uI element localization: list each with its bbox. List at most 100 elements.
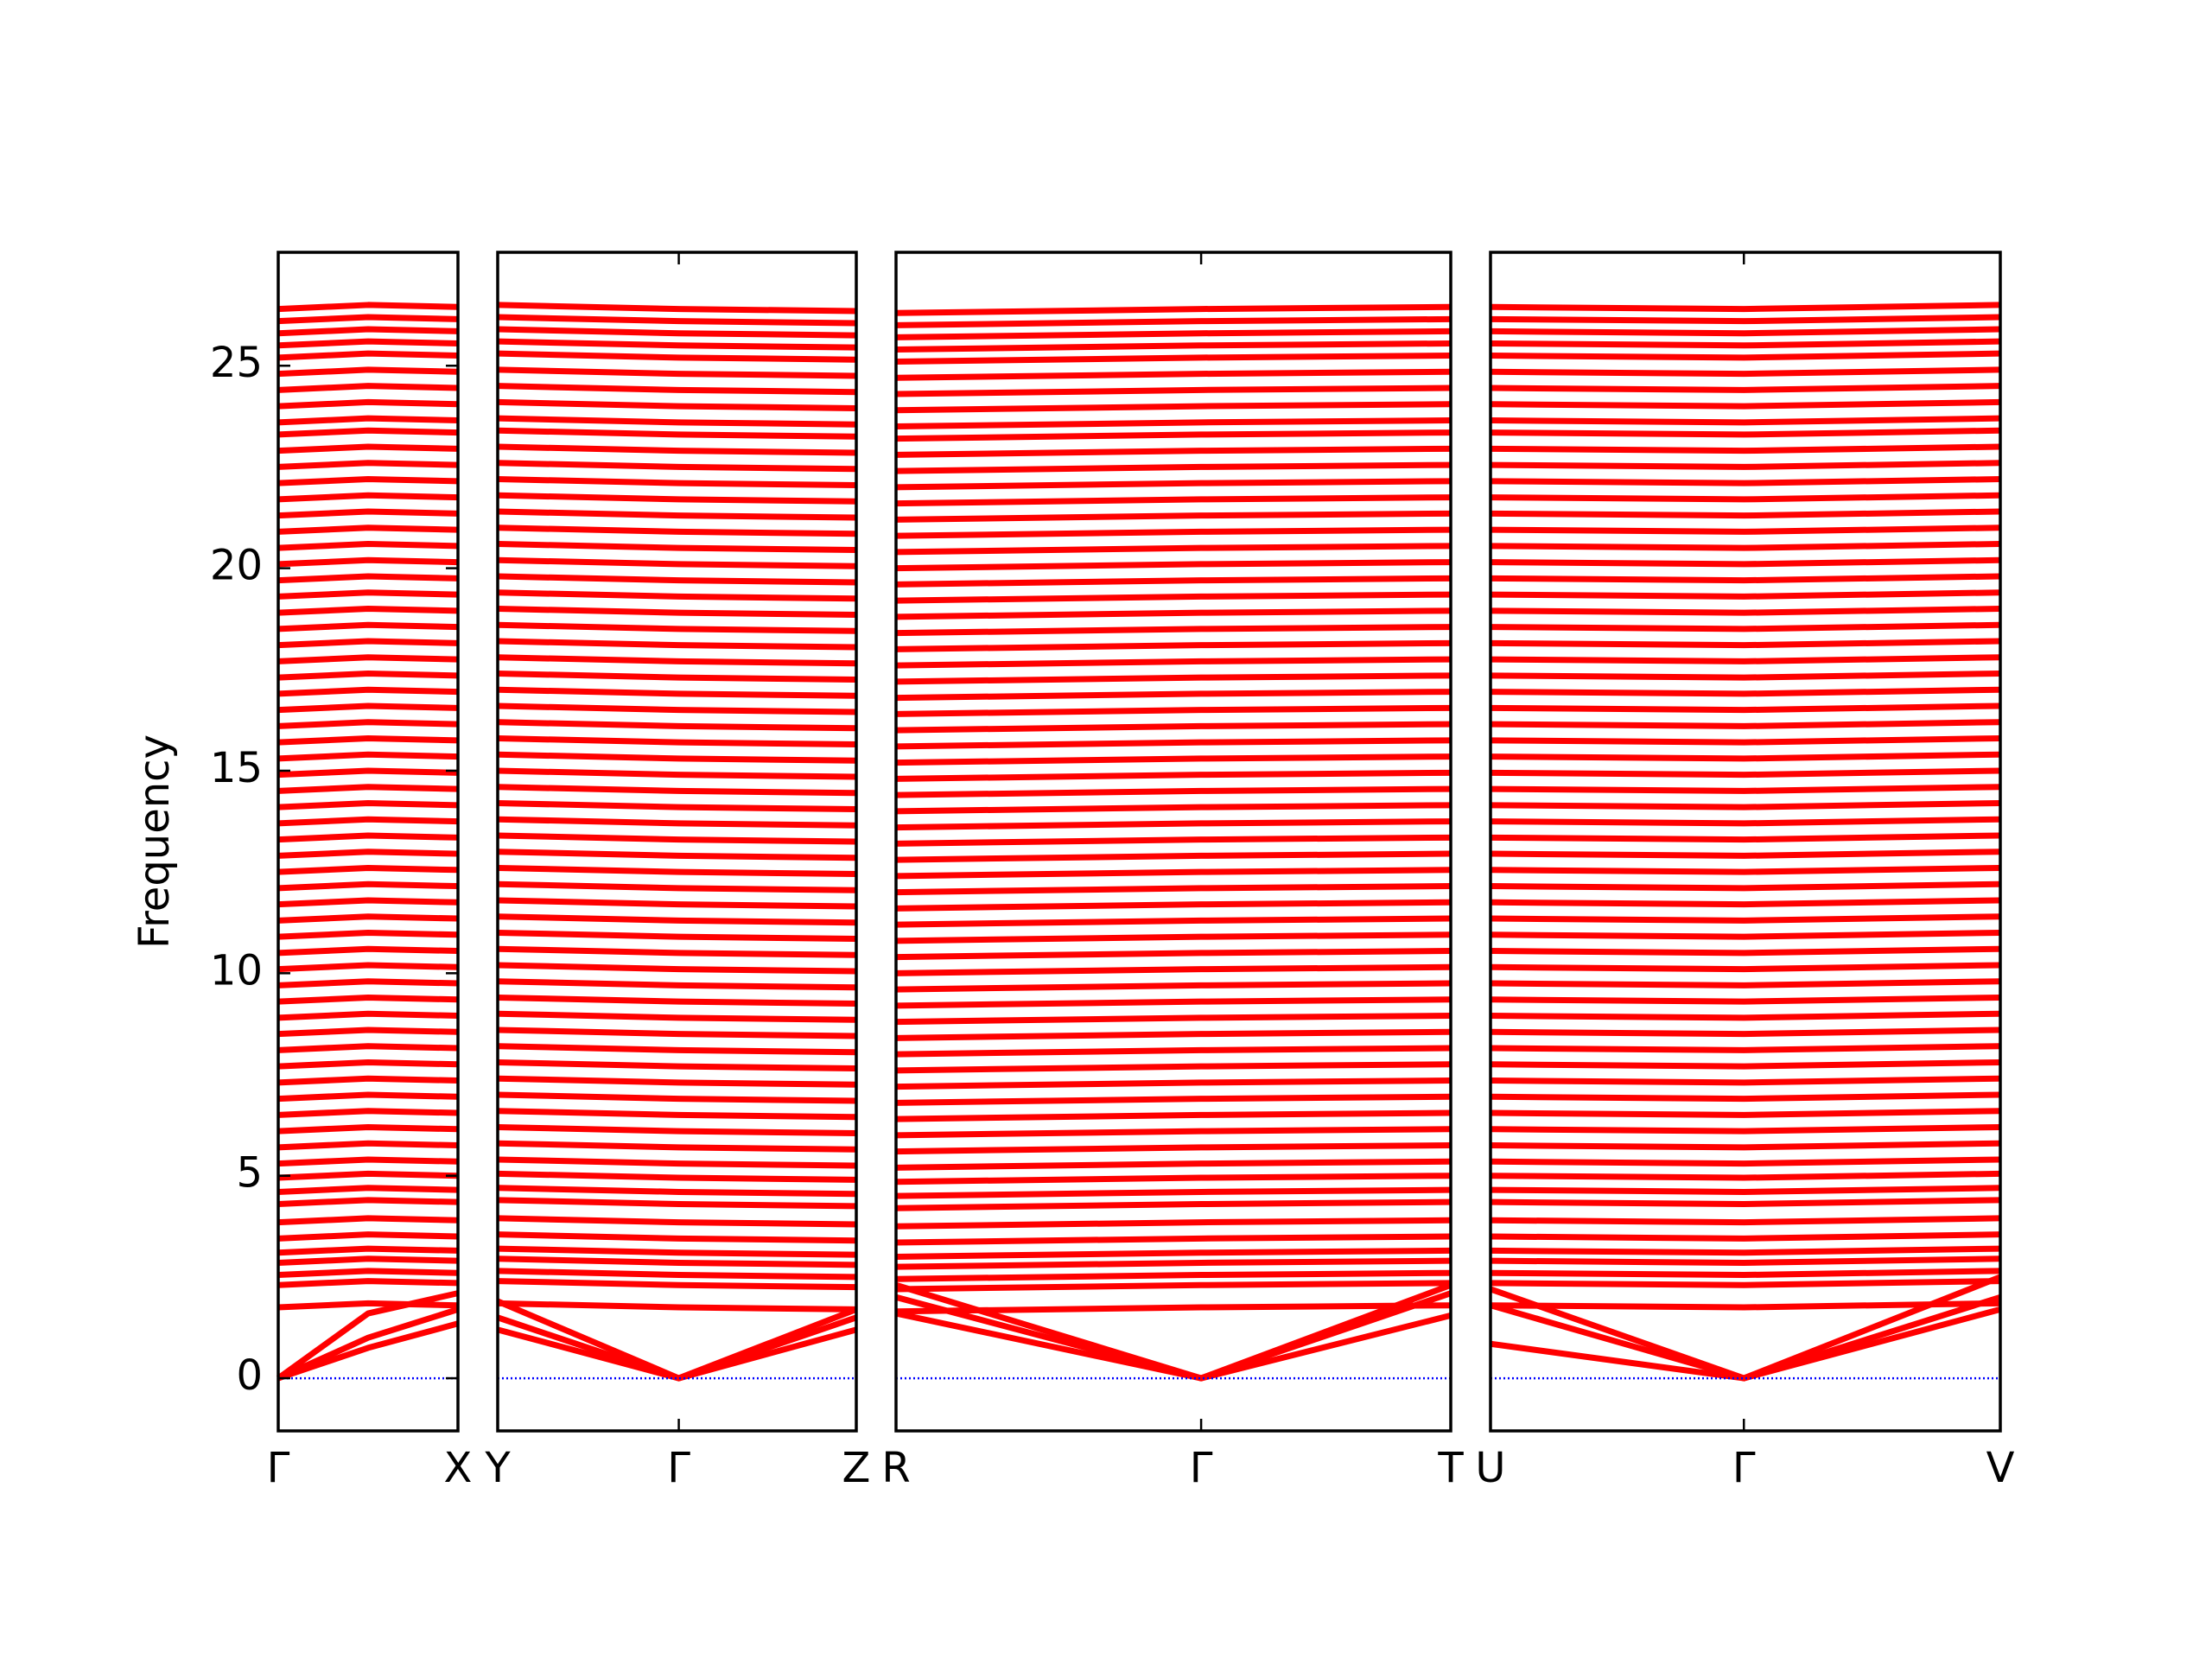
band-line (277, 864, 459, 875)
band-line (277, 589, 459, 600)
band-line (277, 1043, 459, 1053)
band-line (895, 899, 1452, 912)
band-line (895, 1013, 1452, 1026)
band-line (1490, 670, 2001, 681)
band-line (497, 638, 857, 651)
band-line (895, 1247, 1452, 1260)
band-line (277, 475, 459, 486)
band-line (497, 415, 857, 428)
band-line (276, 1320, 459, 1382)
band-line (497, 1306, 858, 1382)
band-line (1490, 314, 2001, 325)
y-tick-label: 20 (210, 542, 263, 590)
band-line (497, 816, 857, 829)
band-line (1490, 832, 2001, 843)
band-line (497, 962, 857, 975)
band-line (1490, 1215, 2001, 1226)
band-line (895, 672, 1452, 685)
band-line (277, 816, 459, 827)
band-line (497, 1123, 857, 1136)
band-line (497, 508, 857, 521)
band-line (497, 556, 857, 569)
band-line (895, 867, 1452, 880)
x-tick-label: Γ (667, 1444, 690, 1492)
band-line (895, 624, 1452, 637)
x-tick-label: X (444, 1444, 473, 1492)
band-line (277, 1123, 459, 1135)
band-line (497, 978, 857, 991)
band-line (895, 526, 1452, 539)
band-line (497, 929, 857, 942)
band-line (1490, 751, 2001, 762)
band-line (277, 702, 459, 714)
x-tick-label: Γ (1190, 1444, 1213, 1492)
band-line (1490, 1027, 2001, 1038)
band-line (1490, 897, 2001, 908)
band-line (1490, 719, 2001, 729)
band-line (895, 429, 1452, 442)
band-line (1490, 605, 2001, 616)
band-line (277, 1170, 459, 1181)
band-line (277, 638, 459, 649)
band-line (277, 1075, 459, 1086)
band-line (895, 769, 1452, 782)
band-line (895, 494, 1452, 507)
band-line (895, 315, 1452, 328)
band-line (895, 1186, 1452, 1199)
band-line (277, 1108, 459, 1118)
band-line (895, 1198, 1452, 1211)
band-line (496, 1298, 857, 1382)
band-line (277, 1140, 459, 1151)
band-line (497, 492, 857, 505)
band-line (277, 751, 459, 762)
band-line (497, 1231, 857, 1244)
band-line (277, 1300, 459, 1311)
band-line (1490, 460, 2001, 470)
band-line (277, 654, 459, 664)
band-line (497, 880, 857, 893)
band-line (895, 721, 1452, 734)
band-line (497, 621, 857, 634)
band-line (497, 1043, 857, 1056)
band-line (1490, 1108, 2001, 1118)
band-line (277, 670, 459, 681)
band-line (895, 980, 1452, 993)
band-line (895, 1302, 1452, 1315)
band-line (497, 338, 857, 351)
band-line (497, 1300, 857, 1313)
band-line (1490, 1075, 2001, 1086)
band-line (497, 897, 857, 910)
x-tick-label: Γ (1732, 1444, 1756, 1492)
band-line (895, 931, 1452, 944)
band-line (277, 1058, 459, 1070)
band-line (277, 1215, 459, 1226)
x-tick-label: Γ (267, 1444, 290, 1492)
band-line (277, 1010, 459, 1021)
band-line (895, 1269, 1452, 1282)
band-line (1490, 1231, 2001, 1242)
band-line (276, 1306, 460, 1382)
band-line (1490, 929, 2001, 940)
band-line (895, 1077, 1452, 1090)
band-line (277, 605, 459, 616)
band-line (497, 945, 857, 958)
band-line (497, 1268, 857, 1281)
band-line (497, 719, 857, 732)
band-line (1490, 1255, 2001, 1266)
band-line (277, 326, 459, 337)
band-line (1490, 540, 2001, 551)
band-line (277, 350, 459, 361)
band-line (1490, 398, 2001, 410)
band-line (1490, 443, 2001, 454)
band-line (895, 915, 1452, 928)
band-line (497, 832, 857, 845)
band-line (497, 686, 857, 699)
band-line (895, 478, 1452, 491)
band-line (1490, 978, 2001, 988)
band-line (277, 302, 459, 313)
band-line (497, 540, 857, 554)
band-line (497, 734, 857, 748)
band-line (895, 327, 1452, 340)
band-line (497, 751, 857, 764)
